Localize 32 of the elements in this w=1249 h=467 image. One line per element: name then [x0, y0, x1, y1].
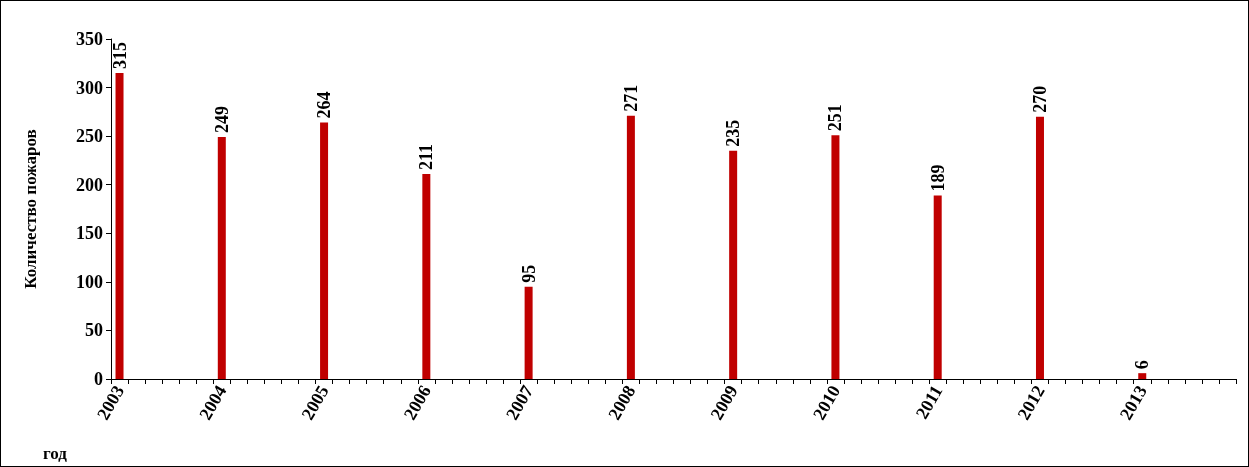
bar: [933, 195, 942, 379]
x-axis-title: год: [43, 444, 68, 463]
bar: [217, 137, 226, 379]
bar: [1138, 373, 1147, 379]
bar: [1035, 116, 1044, 379]
bar: [524, 286, 533, 379]
y-axis-title: Количество пожаров: [21, 129, 40, 289]
data-label: 211: [416, 144, 437, 171]
data-label: 315: [109, 42, 130, 69]
data-label: 251: [825, 104, 846, 132]
data-label: 271: [620, 84, 641, 112]
y-tick-label: 300: [76, 77, 103, 98]
data-label: 6: [1132, 360, 1153, 370]
y-tick-label: 350: [76, 29, 103, 49]
bar: [422, 174, 431, 379]
y-tick-label: 250: [76, 126, 103, 147]
data-label: 249: [211, 106, 232, 134]
y-tick-label: 0: [94, 369, 103, 389]
y-tick-label: 50: [85, 320, 103, 341]
data-label: 270: [1029, 85, 1050, 113]
data-label: 264: [314, 91, 335, 119]
y-tick-label: 150: [76, 223, 103, 244]
data-label: 95: [518, 264, 539, 283]
data-label: 189: [927, 164, 948, 192]
bar: [831, 135, 840, 379]
bar: [626, 115, 635, 379]
bar: [115, 73, 124, 379]
y-tick-label: 200: [76, 174, 103, 195]
bar: [320, 122, 329, 379]
y-tick-label: 100: [76, 271, 103, 292]
data-label: 235: [723, 119, 744, 147]
bar: [729, 150, 738, 379]
